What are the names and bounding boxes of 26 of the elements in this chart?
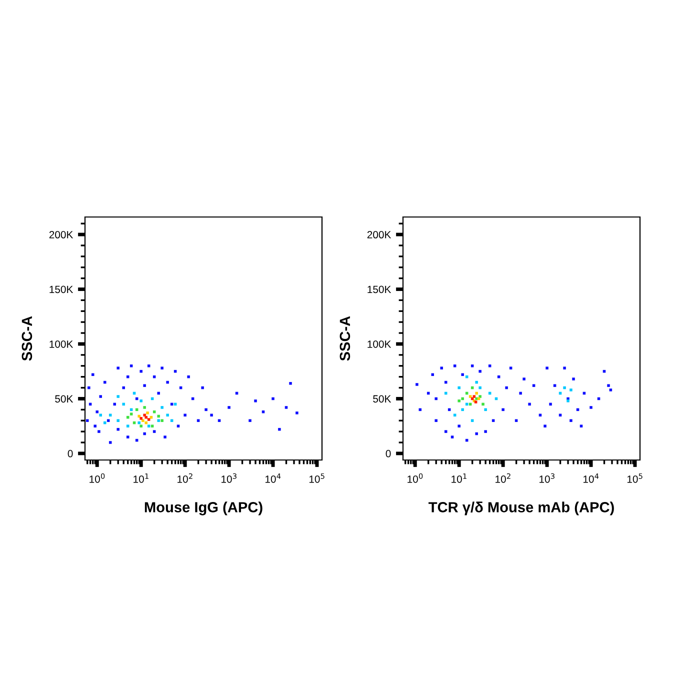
x-tick-label: 10$^{1}$ [134, 473, 148, 483]
y-tick-label: 100K [50, 340, 74, 348]
y-tick-label: 50K [373, 395, 392, 403]
x-tick-label: 10$^{2}$ [496, 473, 510, 483]
x-tick-label: 10$^{2}$ [178, 473, 192, 483]
x-tick-label: 10$^{3}$ [222, 473, 236, 483]
y-tick-label: 150K [50, 286, 74, 294]
y-tick-label: 50K [55, 395, 74, 403]
x-tick-label: 10$^{4}$ [265, 473, 281, 483]
y-tick-label: 150K [368, 286, 392, 294]
x-axis-title: Mouse IgG (APC) [144, 502, 262, 516]
y-tick-label: 200K [367, 231, 392, 238]
x-tick-label: 10$^{4}$ [583, 473, 599, 483]
y-tick-label: 0 [68, 450, 73, 458]
x-tick-label: 10$^{0}$ [90, 473, 105, 483]
y-tick-label: 0 [386, 450, 391, 458]
x-axis-title: TCR γ/δ Mouse mAb (APC) [428, 502, 614, 516]
y-tick-label: 100K [368, 340, 392, 348]
x-tick-label: 10$^{0}$ [408, 473, 423, 483]
y-tick-label: 200K [49, 231, 74, 238]
y-axis-title: SSC-A [22, 316, 32, 361]
x-tick-label: 10$^{5}$ [309, 473, 324, 483]
x-tick-label: 10$^{3}$ [540, 473, 554, 483]
x-tick-label: 10$^{5}$ [627, 473, 642, 483]
y-axis-title: SSC-A [340, 316, 350, 361]
x-tick-label: 10$^{1}$ [452, 473, 466, 483]
